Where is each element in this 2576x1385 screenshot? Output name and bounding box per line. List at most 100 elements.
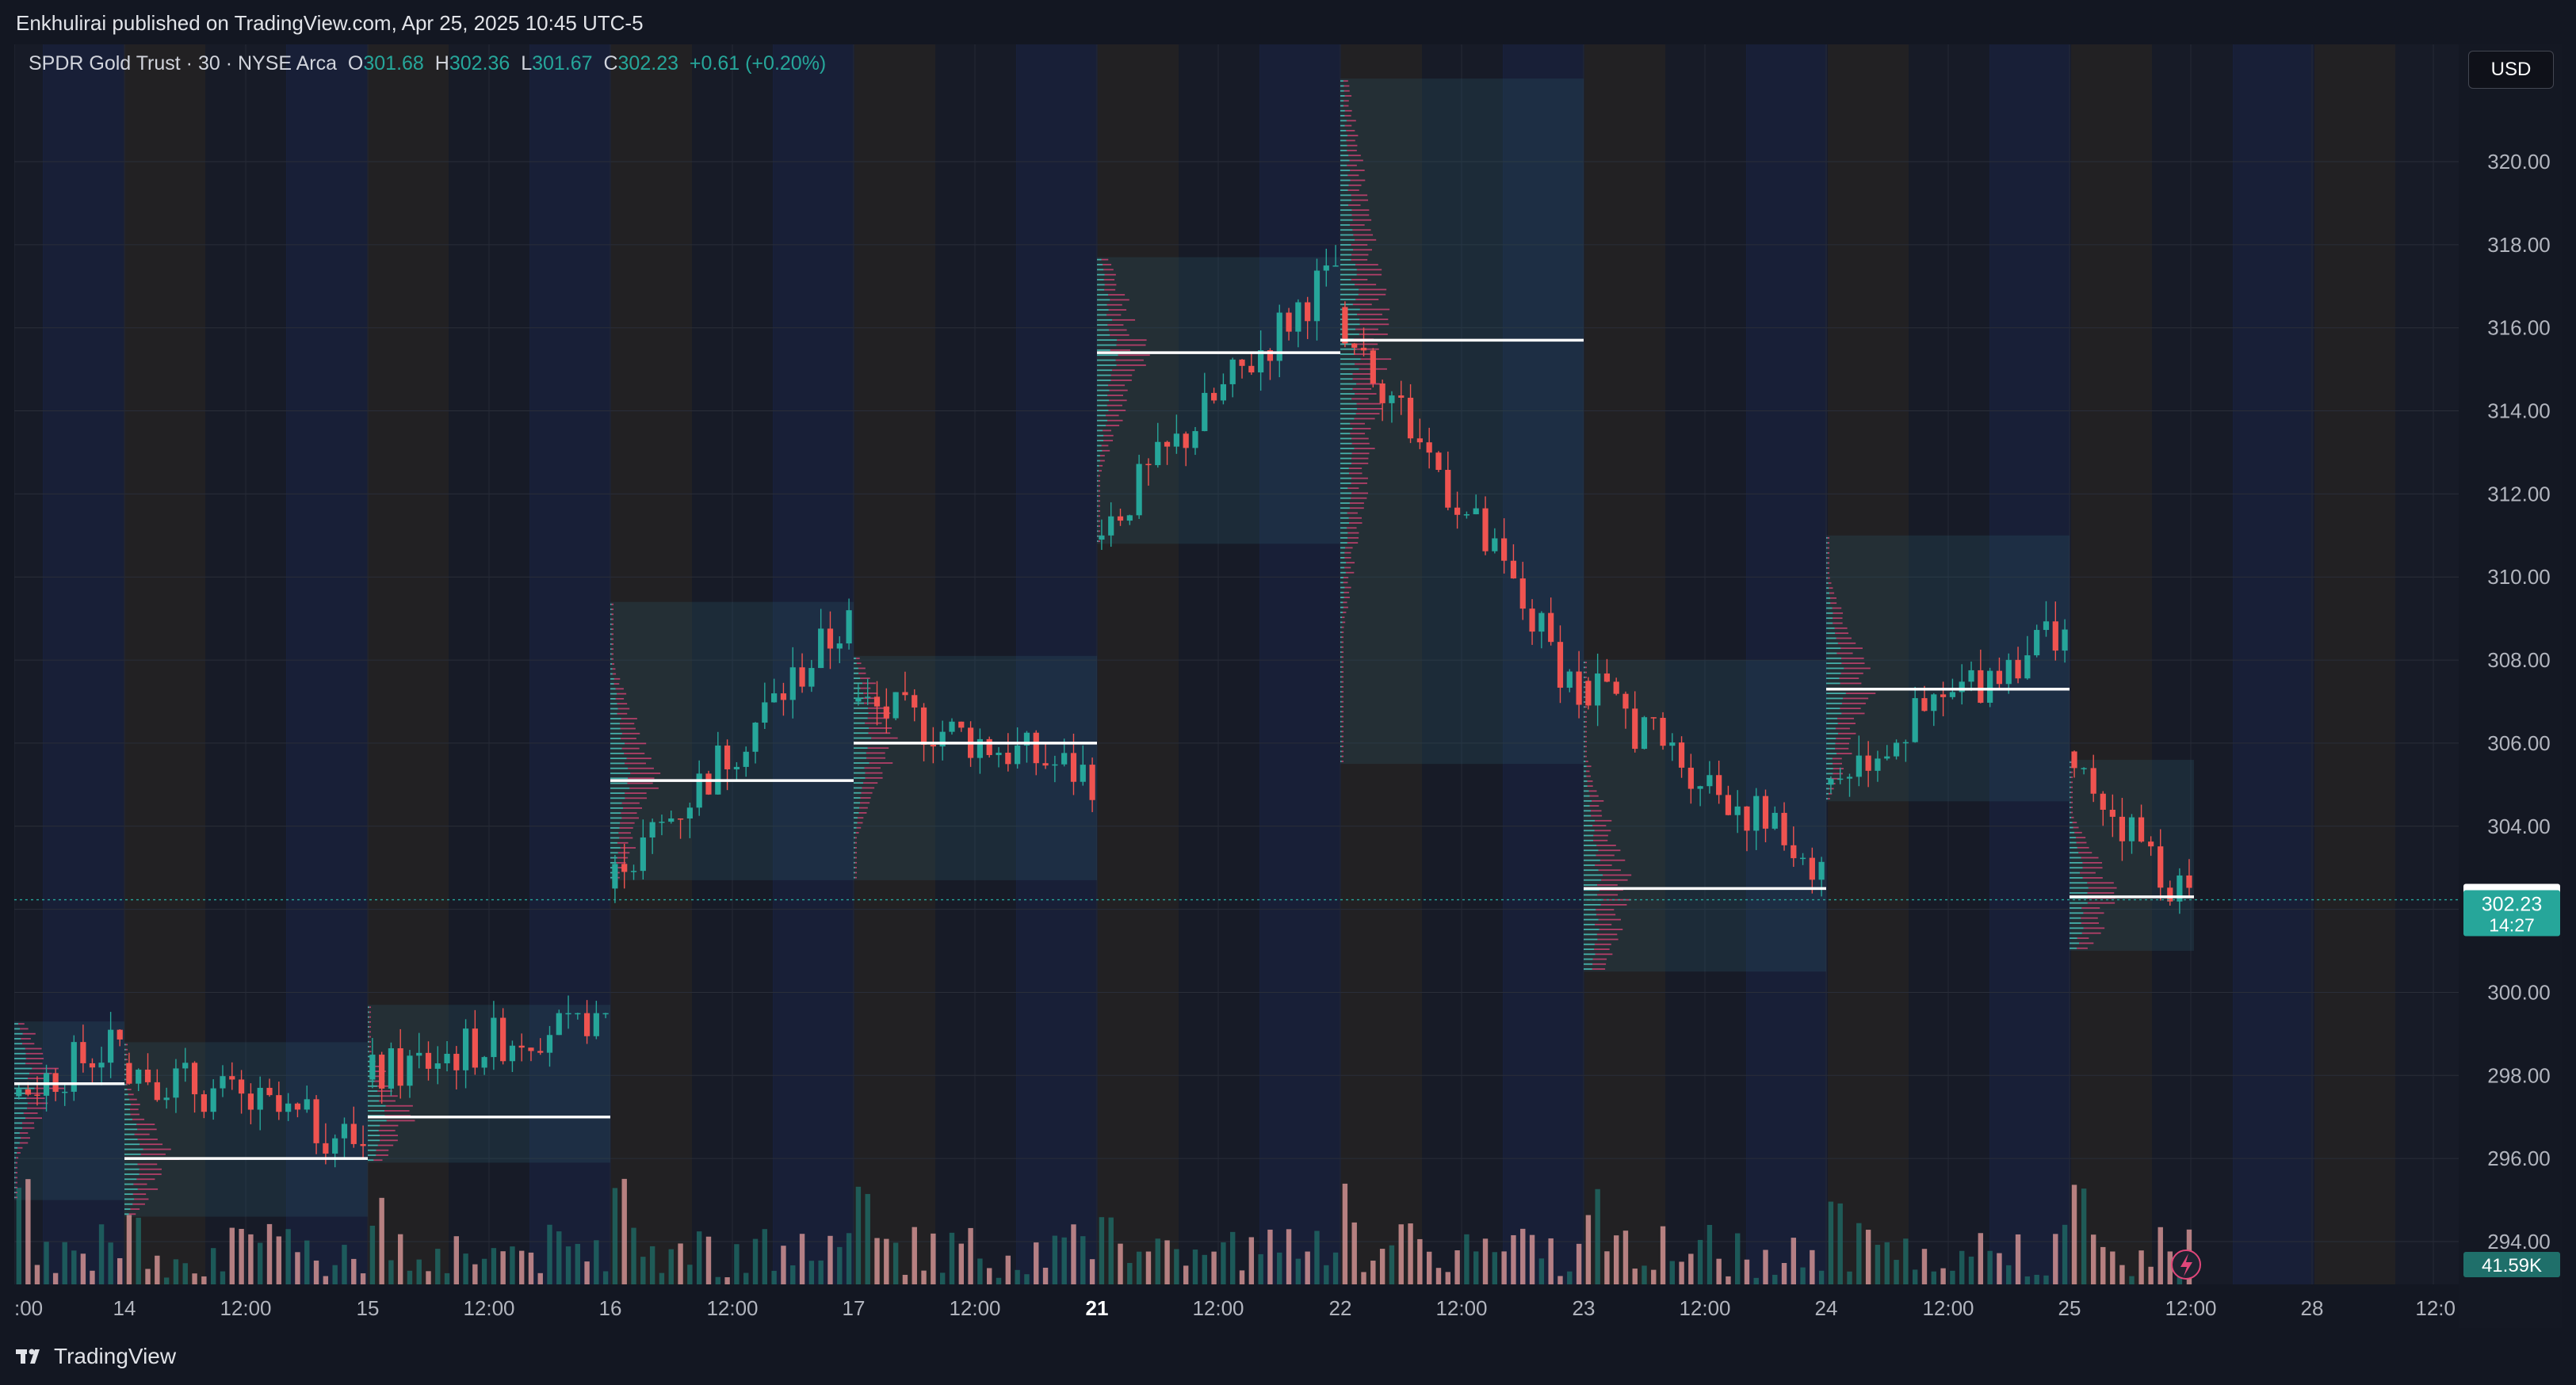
profile-bar [1340,383,1357,385]
candle-body [210,1088,216,1112]
time-tick-label: 23 [1573,1296,1596,1320]
profile-bar [1098,490,1100,492]
ohlc-legend[interactable]: SPDR Gold Trust · 30 · NYSE Arca O301.68… [29,52,826,75]
profile-bar [1596,909,1615,911]
profile-bar [1593,834,1608,837]
candle-body [341,1124,348,1139]
profile-bar [1584,662,1585,663]
candle-body [1959,681,1965,692]
profile-bar [1584,735,1585,738]
profile-bar [1584,741,1585,742]
candle-body [1865,755,1871,771]
profile-bar [14,1072,30,1074]
profile-bar [1584,834,1594,837]
profile-bar [1340,597,1344,598]
volume-bar [1810,1250,1815,1284]
tradingview-brand: TradingView [16,1344,176,1369]
candle-body [537,1051,544,1053]
profile-bar [1103,429,1111,432]
profile-bar [1351,279,1368,280]
profile-bar [854,792,862,794]
profile-bar [1826,607,1833,609]
profile-bar [1341,746,1343,747]
value-area-box [1584,660,1826,972]
profile-bar [856,826,862,829]
profile-bar [1104,284,1117,286]
profile-bar [1349,507,1364,509]
profile-bar [854,672,859,674]
candle-body [912,695,918,708]
profile-bar [610,861,617,864]
profile-bar [620,723,635,725]
candle-body [62,1091,68,1093]
profile-bar [1347,150,1357,151]
profile-bar [1097,464,1099,467]
profile-bar [1355,413,1380,415]
candle-body [350,1124,357,1144]
profile-bar [385,1105,413,1107]
profile-bar [1340,601,1343,604]
profile-bar [378,1129,396,1131]
profile-bar [610,613,612,616]
profile-bar [1340,378,1353,380]
volume-bar [285,1229,291,1284]
profile-bar [1596,933,1618,936]
profile-bar [124,1059,126,1061]
candle-body [1089,765,1095,800]
profile-bar [1106,314,1122,316]
profile-bar [140,1153,166,1155]
chart-canvas[interactable]: 320.00318.00316.00314.00312.00310.00308.… [13,44,2562,1328]
profile-bar [1340,567,1345,569]
profile-bar [610,757,627,760]
profile-bar [2070,912,2084,914]
profile-bar [1340,661,1342,663]
profile-bar [1340,229,1353,231]
volume-bar [229,1227,235,1284]
candle-body [201,1094,207,1112]
profile-bar [854,876,855,879]
profile-bar [1343,90,1350,92]
profile-bar [380,1095,398,1097]
profile-bar [1097,319,1113,321]
candle-body [949,721,955,732]
profile-bar [860,802,870,804]
candle-body [762,702,768,723]
volume-bar [743,1272,749,1284]
profile-bar [1340,656,1342,658]
volume-bar [1024,1274,1030,1284]
profile-bar [854,752,866,754]
volume-bar [1361,1272,1366,1284]
candle-body [1267,350,1274,361]
profile-bar [1827,547,1829,549]
profile-bar [2070,822,2073,824]
candle-body [1707,775,1713,787]
volume-bar [182,1263,188,1284]
volume-bar [649,1246,655,1284]
candle-body [1052,764,1058,766]
brand-name: TradingView [54,1344,177,1368]
chart-area[interactable]: 320.00 318.00 316.00 314.00 312.00 310.00 308.… [13,44,2562,1328]
profile-bar [22,1127,35,1129]
profile-bar [1584,775,1587,777]
profile-bar [861,792,873,794]
candle-body [257,1087,263,1110]
volume-badge [2463,1252,2560,1277]
profile-bar [2076,841,2087,844]
profile-bar [854,837,855,839]
profile-bar [125,1044,128,1046]
candle-body [80,1042,86,1063]
profile-bar [1584,671,1587,673]
profile-bar [611,628,613,630]
profile-bar [620,727,636,730]
candle-body [2119,816,2126,841]
profile-bar [1340,279,1351,280]
volume-bar [1145,1251,1152,1284]
profile-bar [14,1058,26,1059]
session-band [530,44,611,1284]
profile-bar [612,668,616,670]
candle-body [2148,841,2154,847]
currency-button[interactable]: USD [2468,51,2554,89]
candle-body [388,1048,395,1089]
profile-bar [621,802,640,804]
profile-bar [1584,874,1603,876]
